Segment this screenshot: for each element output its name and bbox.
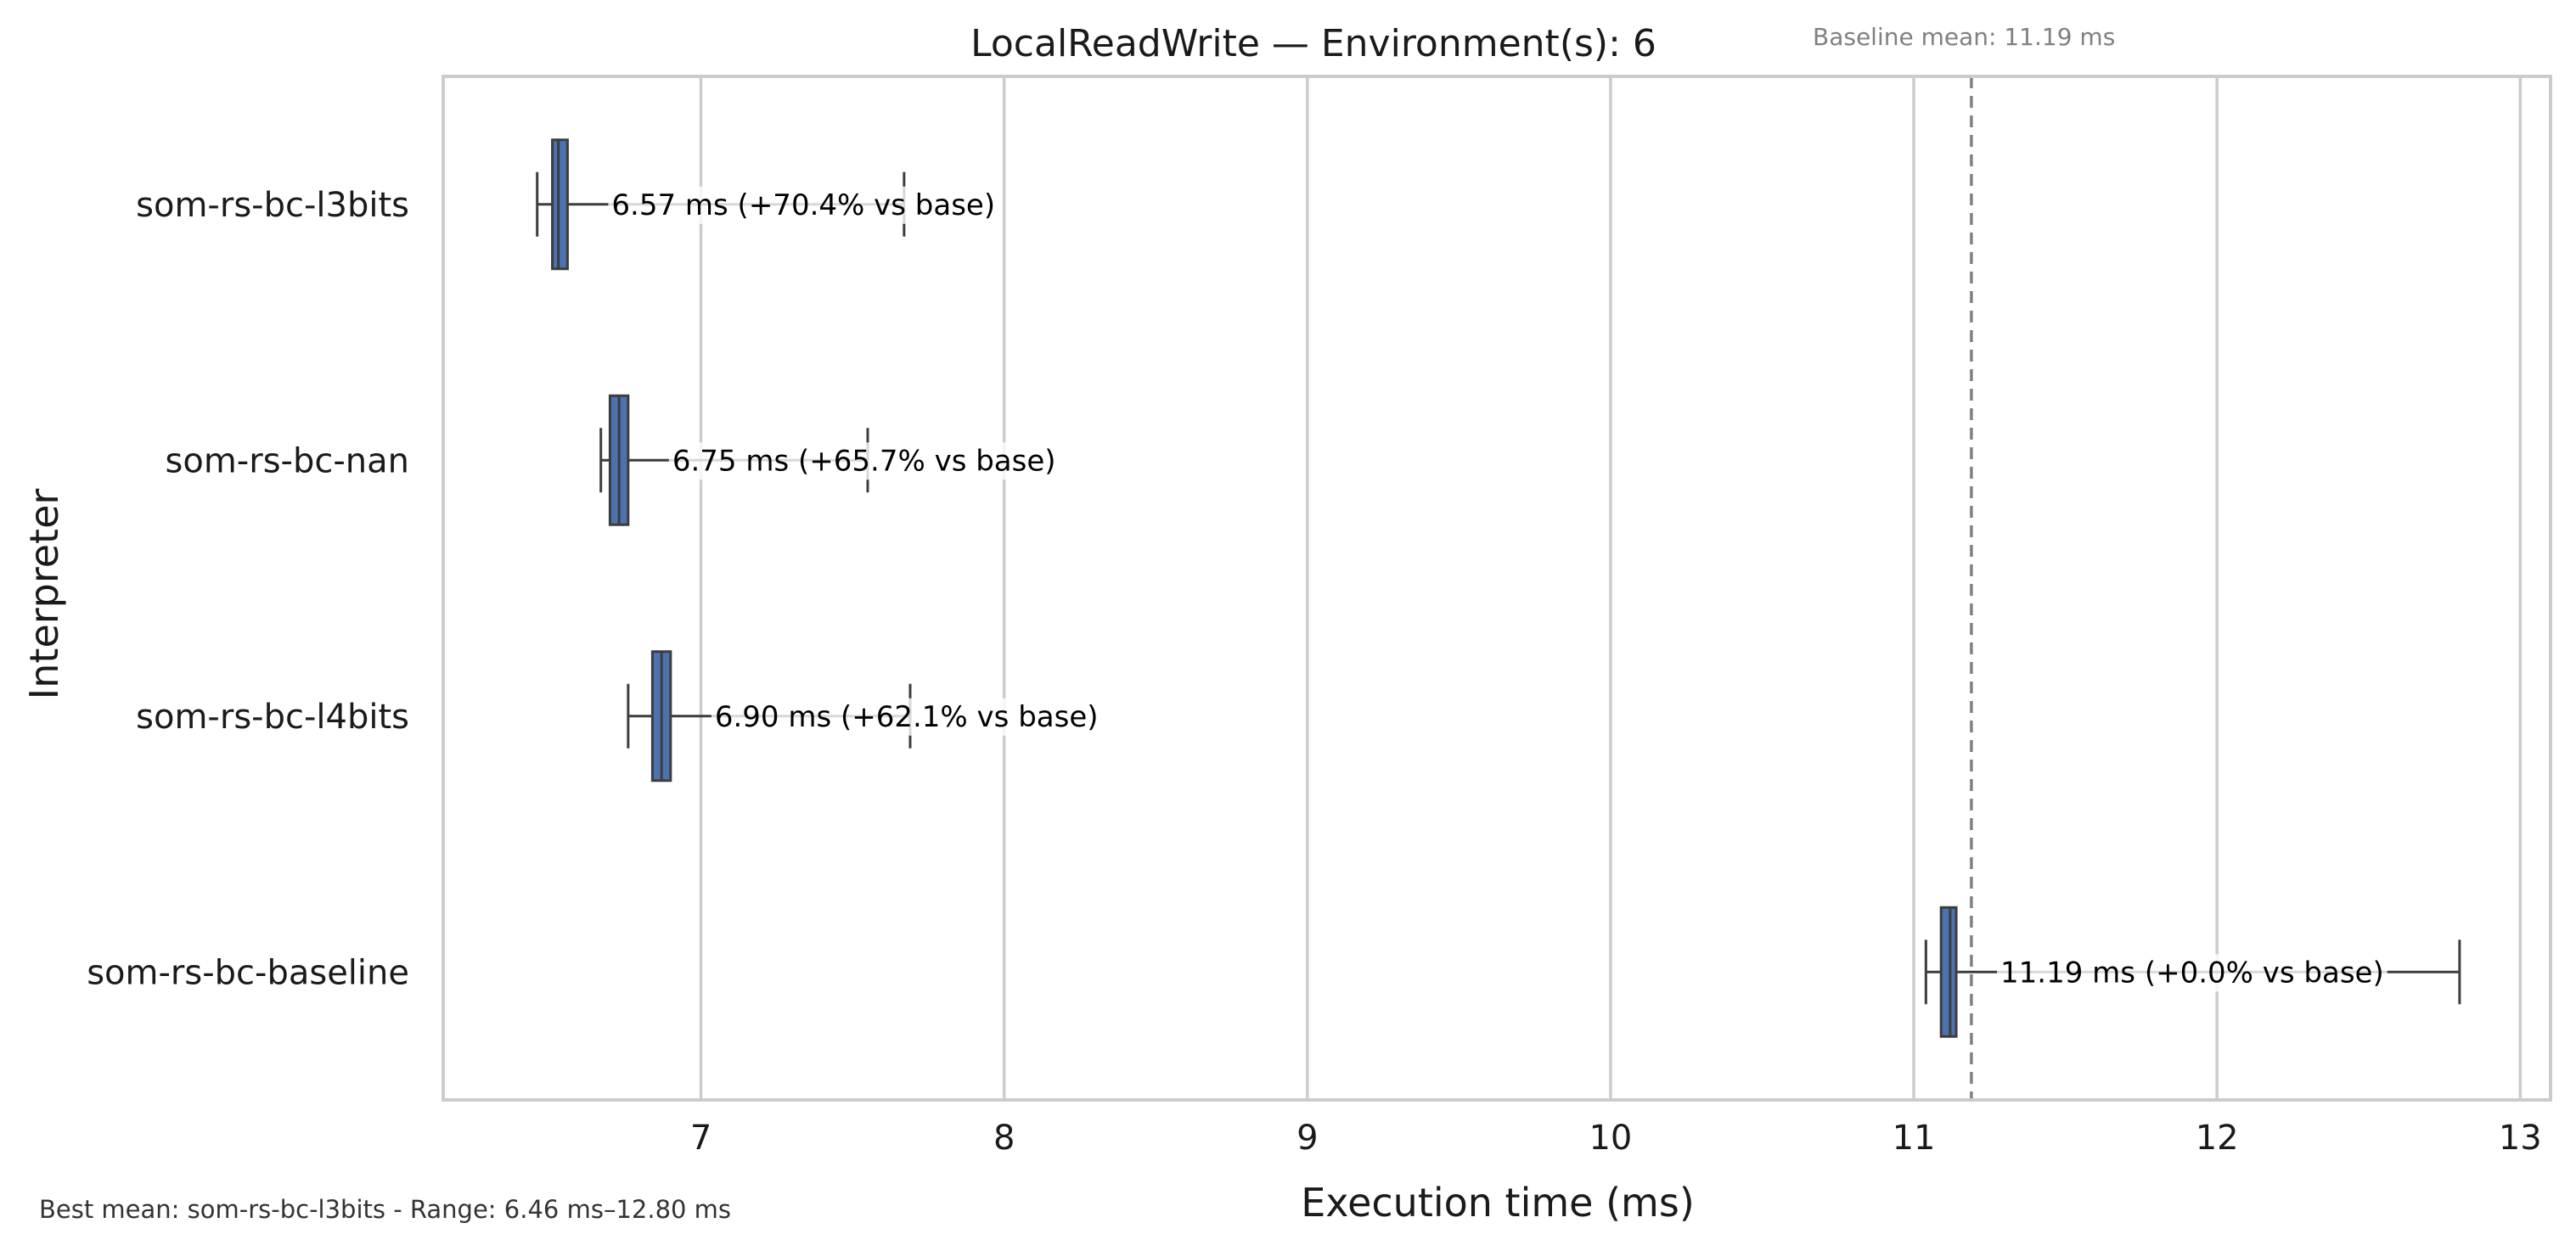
chart-title: LocalReadWrite — Environment(s): 6 <box>970 22 1656 65</box>
x-axis-title: Execution time (ms) <box>1301 1180 1695 1226</box>
annotation-som-rs-bc-nan: 6.75 ms (+65.7% vs base) <box>672 444 1056 478</box>
baseline-mean-label: Baseline mean: 11.19 ms <box>1813 23 2115 51</box>
annotation-bg <box>608 186 999 224</box>
x-tick-label-12: 12 <box>2196 1119 2239 1158</box>
iqr-box-som-rs-bc-baseline <box>1939 906 1958 1038</box>
x-tick-label-9: 9 <box>1296 1119 1318 1158</box>
x-tick-label-8: 8 <box>993 1119 1015 1158</box>
y-tick-label-som-rs-bc-baseline: som-rs-bc-baseline <box>87 953 409 992</box>
annotation-som-rs-bc-baseline: 11.19 ms (+0.0% vs base) <box>2000 956 2384 990</box>
annotation-som-rs-bc-l3bits: 6.57 ms (+70.4% vs base) <box>611 188 995 222</box>
x-tick-label-11: 11 <box>1893 1119 1936 1158</box>
plot-frame <box>442 75 2552 1102</box>
annotation-bg <box>668 442 1060 480</box>
iqr-box-som-rs-bc-l3bits <box>551 138 569 271</box>
annotation-bg <box>711 698 1102 736</box>
gridlines <box>699 76 2523 1100</box>
y-tick-label-som-rs-bc-l4bits: som-rs-bc-l4bits <box>136 698 409 737</box>
y-tick-label-som-rs-bc-l3bits: som-rs-bc-l3bits <box>136 186 409 225</box>
y-axis-title: Interpreter <box>21 489 67 700</box>
annotations: 6.57 ms (+70.4% vs base) 6.75 ms (+65.7% … <box>608 186 2388 992</box>
x-tick-label-13: 13 <box>2499 1119 2542 1158</box>
annotation-som-rs-bc-l4bits: 6.90 ms (+62.1% vs base) <box>715 700 1099 734</box>
x-tick-label-7: 7 <box>690 1119 711 1158</box>
annotation-bg <box>1997 954 2388 992</box>
x-tick-label-10: 10 <box>1589 1119 1632 1158</box>
footer-note: Best mean: som-rs-bc-l3bits - Range: 6.4… <box>39 1195 731 1224</box>
x-tick-labels: 7 8 9 10 11 12 13 <box>690 1119 2542 1158</box>
boxes <box>536 138 2461 1038</box>
box-som-rs-bc-nan <box>599 394 869 526</box>
y-tick-labels: som-rs-bc-l3bits som-rs-bc-nan som-rs-bc-l… <box>87 186 409 993</box>
y-tick-label-som-rs-bc-nan: som-rs-bc-nan <box>166 441 409 480</box>
